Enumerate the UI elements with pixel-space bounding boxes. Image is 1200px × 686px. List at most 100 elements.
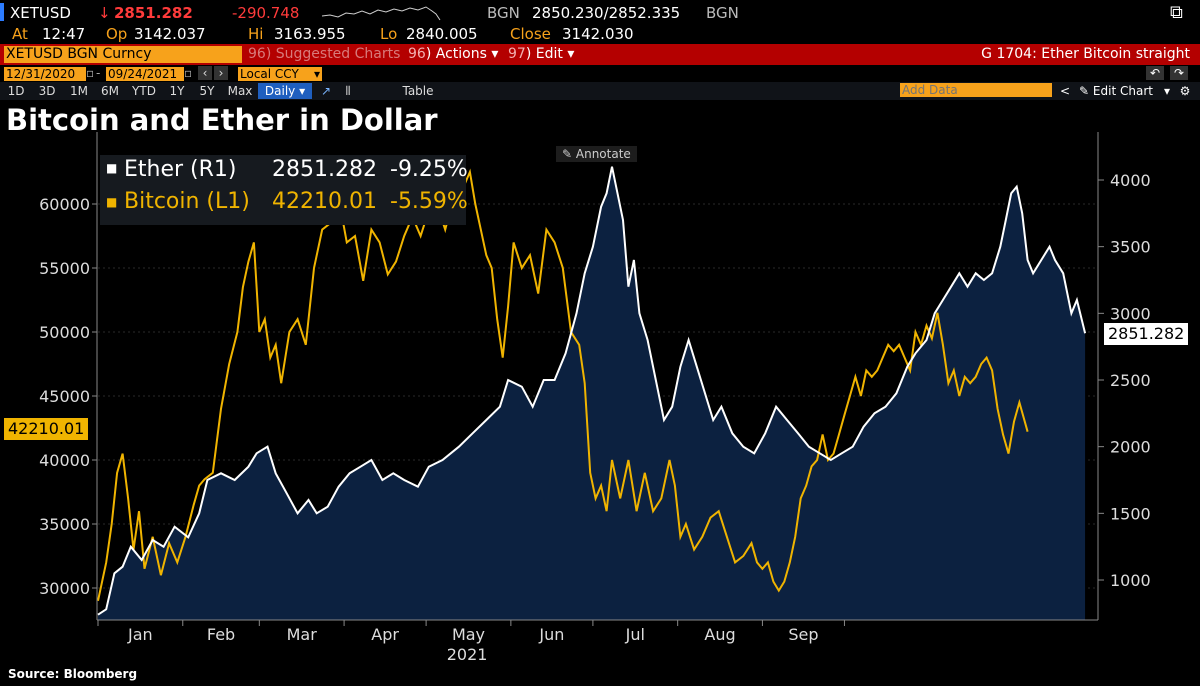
sparkline (321, 6, 441, 21)
chart-area: 30000 35000 40000 45000 50000 55000 60000 1000… (39, 132, 1151, 664)
left-tick-label: 50000 (39, 323, 90, 342)
close-value: 3142.030 (562, 25, 634, 43)
frequency-select-value: Daily (264, 84, 296, 98)
actions-menu-label: Actions (435, 46, 487, 62)
currency-dropdown-icon: ▾ (313, 67, 320, 81)
table-button[interactable]: Table (402, 84, 434, 98)
x-tick-label: Jul (625, 625, 645, 644)
bitcoin-legend-name: Bitcoin (L1) (124, 189, 250, 214)
high-value: 3163.955 (274, 25, 346, 43)
x-tick-label: Feb (207, 625, 235, 644)
popout-icon[interactable]: ⧉ (1170, 2, 1183, 23)
edit-menu-number: 97 (508, 46, 526, 62)
right-tick-label: 4000 (1110, 171, 1151, 190)
range-5y[interactable]: 5Y (199, 84, 215, 98)
annotate-label: Annotate (575, 147, 631, 161)
ether-legend-change: -9.25% (390, 157, 468, 182)
ether-last-tag: 2851.282 (1104, 323, 1189, 345)
annotate-button[interactable]: ✎ Annotate (556, 146, 637, 162)
ether-legend-last: 2851.282 (272, 157, 377, 182)
menu-bar: XETUSD BGN Curncy 96) Suggested Charts 9… (0, 44, 1200, 65)
x-tick-label: Mar (287, 625, 318, 644)
x-tick-label: Jan (127, 625, 153, 644)
left-tick-label: 55000 (39, 259, 90, 278)
x-axis: Jan Feb Mar Apr May Jun Jul Aug Sep 2021 (97, 619, 1098, 664)
suggested-menu-number: 96 (248, 46, 266, 62)
left-tick-label: 60000 (39, 195, 90, 214)
x-tick-label: Apr (371, 625, 399, 644)
left-tick-label: 35000 (39, 515, 90, 534)
ether-legend-swatch: ■ (106, 161, 118, 175)
open-value: 3142.037 (134, 25, 206, 43)
line-chart-icon[interactable]: ↗ (320, 84, 332, 98)
bitcoin-legend-last: 42210.01 (272, 189, 377, 214)
range-max[interactable]: Max (227, 84, 253, 98)
open-label: Op (106, 25, 128, 43)
frequency-select[interactable]: Daily ▾ (258, 83, 312, 99)
x-tick-label: Jun (538, 625, 564, 644)
down-arrow-icon: ↓ (98, 4, 111, 22)
range-3d[interactable]: 3D (38, 84, 56, 98)
actions-menu[interactable]: 96) Actions ▾ (408, 46, 499, 62)
edit-menu[interactable]: 97) Edit ▾ (508, 46, 575, 62)
chart-options-icon[interactable]: ▾ (1163, 84, 1171, 98)
left-tick-label: 45000 (39, 387, 90, 406)
net-change: -290.748 (232, 4, 300, 22)
suggested-charts-menu[interactable]: 96) Suggested Charts (248, 46, 401, 62)
share-icon[interactable]: < (1059, 84, 1071, 98)
date-separator: - (96, 66, 101, 80)
right-tick-label: 3000 (1110, 304, 1151, 323)
bitcoin-line[interactable] (97, 165, 1029, 602)
next-period-icon[interactable]: › (214, 66, 228, 80)
range-1y[interactable]: 1Y (169, 84, 185, 98)
right-tick-label: 3500 (1110, 238, 1151, 257)
chart-id: G 1704: Ether Bitcoin straight (981, 46, 1190, 62)
x-tick-label: Aug (704, 625, 735, 644)
start-calendar-icon[interactable]: ▫ (86, 66, 95, 80)
redo-icon[interactable]: ↷ (1170, 66, 1188, 80)
quote-bar: At 12:47 Op 3142.037 Hi 3163.955 Lo 2840… (0, 24, 1200, 44)
range-6m[interactable]: 6M (101, 84, 119, 98)
x-tick-label: Sep (788, 625, 818, 644)
add-data-input[interactable] (900, 83, 1052, 97)
security-field[interactable]: XETUSD BGN Curncy (4, 46, 242, 63)
currency-select[interactable]: Local CCY ▾ (238, 67, 322, 81)
ticker-marker (0, 3, 4, 21)
source-code: BGN (487, 4, 520, 22)
bitcoin-last-tag: 42210.01 (4, 418, 89, 440)
actions-menu-number: 96 (408, 46, 426, 62)
end-calendar-icon[interactable]: ▫ (184, 66, 193, 80)
last-price: 2851.282 (114, 4, 193, 22)
ticker-bar: XETUSD ↓ 2851.282 -290.748 BGN 2850.230/… (0, 0, 1200, 26)
start-date-input[interactable]: 12/31/2020 (4, 67, 86, 81)
right-tick-label: 2000 (1110, 438, 1151, 457)
bid-ask: 2850.230/2852.335 (532, 4, 681, 22)
time-label: At (12, 25, 28, 43)
ether-area-fill (98, 166, 1086, 620)
range-bar: 1D 3D 1M 6M YTD 1Y 5Y Max Daily ▾ ↗ ⫴ Ta… (0, 82, 1200, 100)
range-1m[interactable]: 1M (70, 84, 88, 98)
source-note: Source: Bloomberg (8, 667, 138, 681)
suggested-menu-label: Suggested Charts (275, 46, 401, 62)
ether-legend-name: Ether (R1) (124, 157, 237, 182)
range-ytd[interactable]: YTD (132, 84, 156, 98)
right-tick-label: 1500 (1110, 504, 1151, 523)
currency-select-value: Local CCY (240, 67, 299, 81)
undo-icon[interactable]: ↶ (1146, 66, 1164, 80)
left-tick-label: 30000 (39, 579, 90, 598)
bitcoin-legend-change: -5.59% (390, 189, 468, 214)
end-date-input[interactable]: 09/24/2021 (106, 67, 184, 81)
chart-settings-icon[interactable]: ⚙ (1179, 84, 1191, 98)
bar-chart-icon[interactable]: ⫴ (345, 84, 351, 98)
low-label: Lo (380, 25, 398, 43)
high-label: Hi (248, 25, 264, 43)
prev-period-icon[interactable]: ‹ (198, 66, 212, 80)
ether-line[interactable] (97, 166, 1087, 616)
left-axis: 30000 35000 40000 45000 50000 55000 60000 (39, 132, 98, 620)
range-1d[interactable]: 1D (7, 84, 25, 98)
ticker-symbol[interactable]: XETUSD (10, 4, 71, 22)
chart-title: Bitcoin and Ether in Dollar (6, 103, 438, 137)
bitcoin-legend-swatch: ■ (106, 195, 118, 209)
edit-menu-label: Edit (535, 46, 563, 62)
edit-chart-button[interactable]: ✎ Edit Chart (1079, 84, 1153, 98)
